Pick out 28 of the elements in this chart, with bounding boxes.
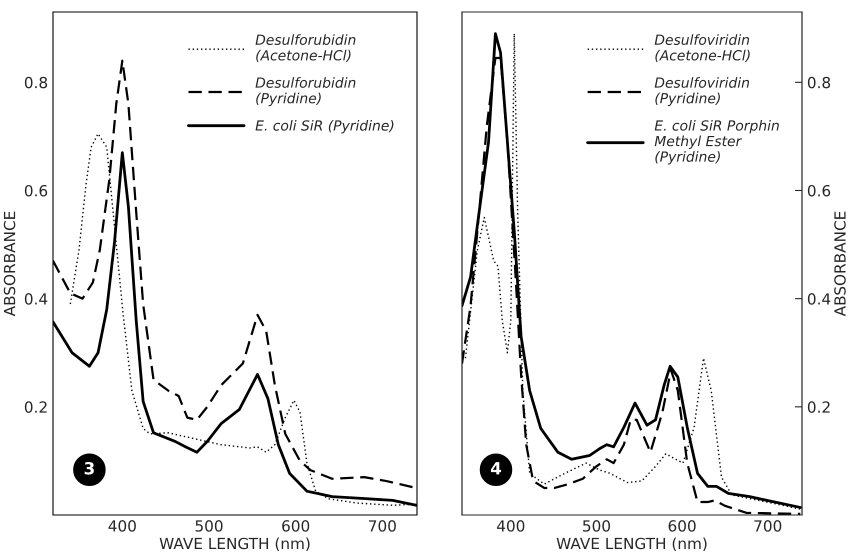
y-tick-label: 0.8 (24, 76, 48, 88)
x-tick-label: 400 (496, 520, 524, 532)
x-tick-label: 400 (108, 520, 136, 532)
x-tick-label: 500 (196, 520, 223, 532)
y2-tick-label: 0.2 (808, 401, 830, 413)
y2-axis-title: ABSORBANCE (834, 212, 846, 316)
y-tick-label: 0.4 (24, 293, 48, 305)
legend-label: Desulfoviridin (Acetone-HCl) (654, 34, 750, 62)
x-axis-title: WAVE LENGTH (nm) (556, 537, 707, 552)
y2-tick-label: 0.8 (808, 76, 830, 88)
x-tick-label: 600 (282, 520, 310, 532)
y-tick-label: 0.2 (24, 401, 47, 413)
x-tick-label: 500 (583, 520, 610, 532)
x-tick-label: 700 (754, 520, 782, 532)
legend-label: Desulfoviridin (Pyridine) (654, 77, 750, 106)
x-axis-title: WAVE LENGTH (nm) (160, 537, 310, 552)
legend-label: Desulforubidin (Pyridine) (256, 77, 356, 106)
y2-tick-label: 0.6 (808, 184, 830, 197)
x-tick-label: 700 (369, 520, 396, 532)
annotation: 3 (84, 462, 94, 475)
x-tick-label: 600 (668, 520, 696, 532)
y-axis-title: ABSORBANCE (4, 212, 16, 316)
y2-tick-label: 0.4 (808, 293, 830, 305)
legend-label: E. coli SiR Porphin Methyl Ester (Pyridine) (654, 120, 779, 165)
annotation: 4 (490, 462, 502, 474)
y-tick-label: 0.6 (24, 184, 48, 197)
legend-label: Desulforubidin (Acetone-HCl) (256, 34, 356, 62)
legend-label: E. coli SiR (Pyridine) (256, 120, 394, 134)
